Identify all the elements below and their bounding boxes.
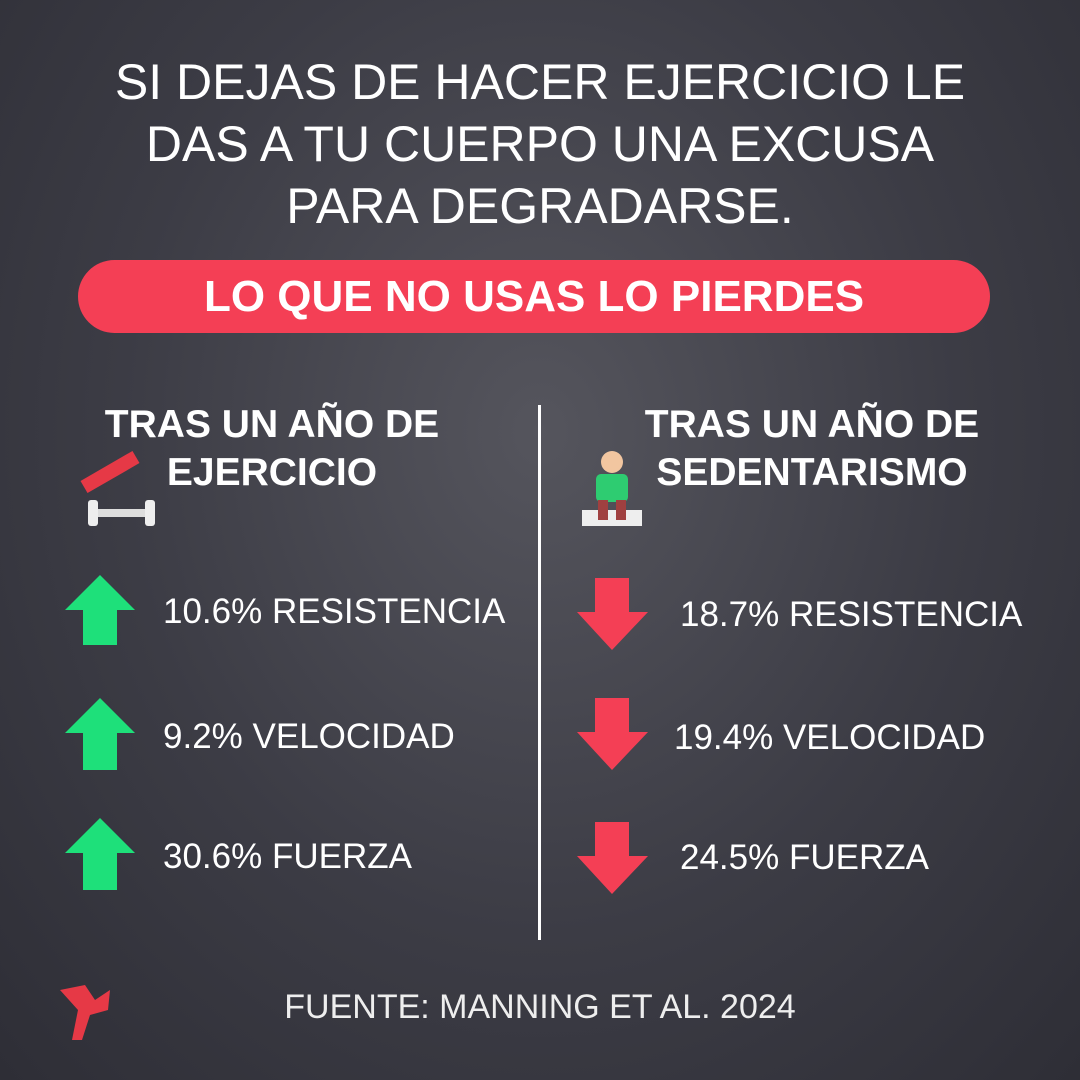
stat-item: 9.2% VELOCIDAD (163, 717, 455, 756)
source: FUENTE: MANNING ET AL. 2024 (284, 988, 796, 1026)
stat-item: 10.6% RESISTENCIA (163, 592, 506, 631)
stat-item: 19.4% VELOCIDAD (674, 718, 986, 757)
column-heading: TRAS UN AÑO DE (104, 403, 440, 446)
divider (538, 405, 541, 940)
stat-item: 30.6% FUERZA (163, 837, 412, 876)
sitting-person-icon (582, 451, 642, 526)
stat-item: 24.5% FUERZA (680, 838, 929, 877)
title-line: DAS A TU CUERPO UNA EXCUSA (145, 116, 935, 172)
logo (60, 985, 110, 1040)
column-heading: SEDENTARISMO (656, 451, 968, 494)
dumbbell-icon (80, 450, 155, 526)
title-line: PARA DEGRADARSE. (286, 178, 794, 234)
up-arrows (65, 575, 135, 890)
stat-item: 18.7% RESISTENCIA (680, 595, 1023, 634)
down-arrows (577, 578, 648, 894)
banner: LO QUE NO USAS LO PIERDES (78, 260, 990, 333)
column-heading: TRAS UN AÑO DE (644, 403, 980, 446)
column-heading: EJERCICIO (166, 451, 378, 494)
title-line: SI DEJAS DE HACER EJERCICIO LE (114, 54, 966, 110)
